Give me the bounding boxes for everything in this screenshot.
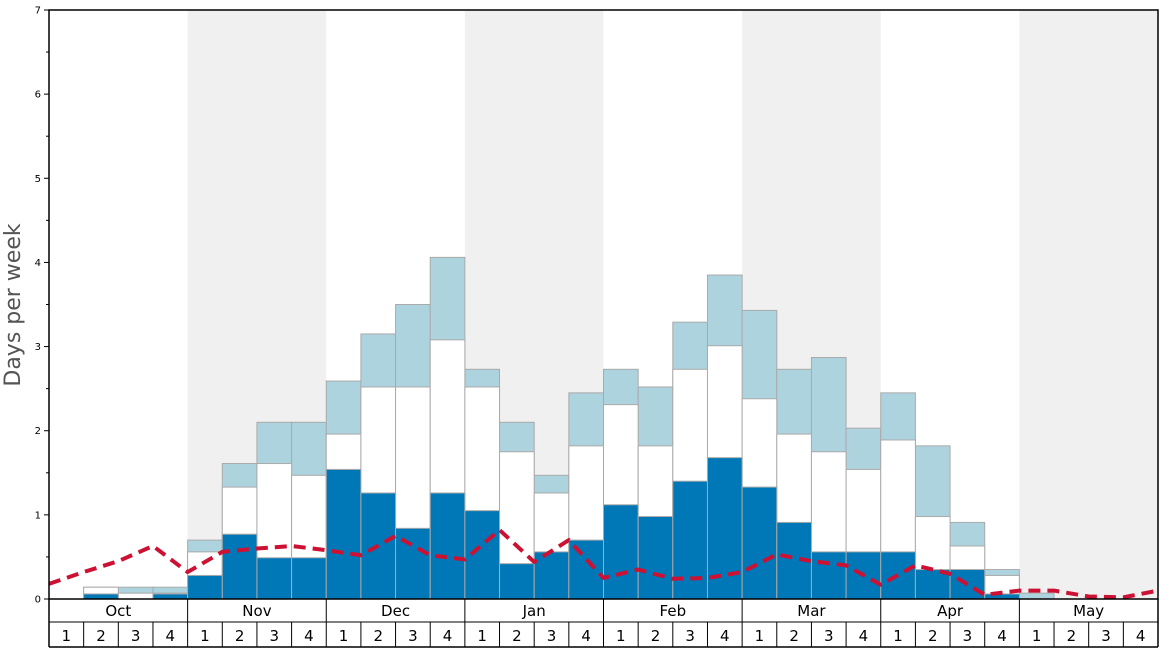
bar-dark — [325, 468, 362, 600]
week-label: 1 — [339, 627, 349, 645]
week-label: 1 — [616, 627, 626, 645]
bar-dark — [291, 557, 327, 600]
week-label: 4 — [443, 627, 453, 645]
week-label: 1 — [62, 627, 72, 645]
bar-dark — [429, 492, 466, 600]
month-label-nov: Nov — [242, 602, 271, 620]
dashed-trend-line — [48, 528, 1159, 600]
week-label: 4 — [581, 627, 591, 645]
week-label: 1 — [200, 627, 210, 645]
y-tick-label: 5 — [35, 174, 41, 185]
month-shading — [187, 10, 1158, 599]
bar-dark — [672, 480, 708, 600]
week-label: 1 — [893, 627, 903, 645]
y-tick-label: 3 — [35, 342, 41, 353]
week-label: 3 — [269, 627, 279, 645]
x-axis: Oct Nov Dec Jan Feb Mar Apr May 1 2 3 4 1 2 3 4 1 2 3 4 1 2 3 4… — [48, 599, 1159, 648]
month-label-may: May — [1073, 602, 1104, 620]
month-label-dec: Dec — [381, 602, 410, 620]
bar-dark — [221, 533, 258, 600]
week-label: 3 — [131, 627, 141, 645]
bar-dark — [603, 504, 639, 600]
month-label-feb: Feb — [660, 602, 687, 620]
y-tick-label: 4 — [35, 258, 41, 269]
bar-dark — [187, 574, 223, 600]
month-label-apr: Apr — [937, 602, 964, 620]
week-label: 1 — [477, 627, 487, 645]
week-label: 3 — [1101, 627, 1111, 645]
bar-dark — [637, 516, 674, 600]
week-label: 3 — [963, 627, 973, 645]
week-label: 4 — [720, 627, 730, 645]
bar-dark — [568, 539, 604, 600]
week-label: 4 — [997, 627, 1007, 645]
month-label-mar: Mar — [797, 602, 826, 620]
week-label: 1 — [755, 627, 765, 645]
week-label: 2 — [96, 627, 106, 645]
bar-dark — [499, 563, 535, 600]
month-shade-may — [1019, 10, 1158, 599]
week-label: 3 — [547, 627, 557, 645]
week-label: 2 — [928, 627, 938, 645]
y-tick-label: 7 — [35, 6, 41, 17]
week-label: 2 — [373, 627, 383, 645]
week-label: 2 — [235, 627, 245, 645]
bar-dark — [810, 551, 847, 600]
bar-light — [1018, 592, 1055, 600]
month-label-oct: Oct — [105, 602, 131, 620]
y-axis-label: Days per week — [1, 223, 26, 386]
bar-white — [117, 592, 154, 600]
bar-dark — [464, 510, 501, 600]
week-label: 4 — [859, 627, 869, 645]
week-label: 3 — [408, 627, 418, 645]
bar-dark — [83, 593, 119, 600]
y-tick-label: 6 — [35, 90, 41, 101]
week-label: 4 — [1136, 627, 1146, 645]
week-label: 4 — [304, 627, 314, 645]
y-tick-label: 0 — [35, 595, 41, 606]
bar-dark — [984, 593, 1020, 600]
month-label-jan: Jan — [522, 602, 546, 620]
week-label: 1 — [1032, 627, 1042, 645]
week-label: 2 — [789, 627, 799, 645]
bar-dark — [256, 557, 293, 600]
week-label: 2 — [651, 627, 661, 645]
dashed-line-layer — [48, 528, 1159, 600]
bar-dark — [395, 527, 431, 600]
y-tick-label: 2 — [35, 426, 41, 437]
y-axis: 0 1 2 3 4 5 6 7 — [35, 6, 49, 606]
week-label: 3 — [824, 627, 834, 645]
bar-dark — [533, 551, 570, 600]
week-label: 2 — [512, 627, 522, 645]
y-tick-label: 1 — [35, 510, 41, 521]
bar-dark — [152, 593, 189, 600]
week-label: 2 — [1067, 627, 1077, 645]
bar-dark — [741, 486, 778, 600]
week-label: 3 — [685, 627, 695, 645]
week-label: 4 — [166, 627, 176, 645]
